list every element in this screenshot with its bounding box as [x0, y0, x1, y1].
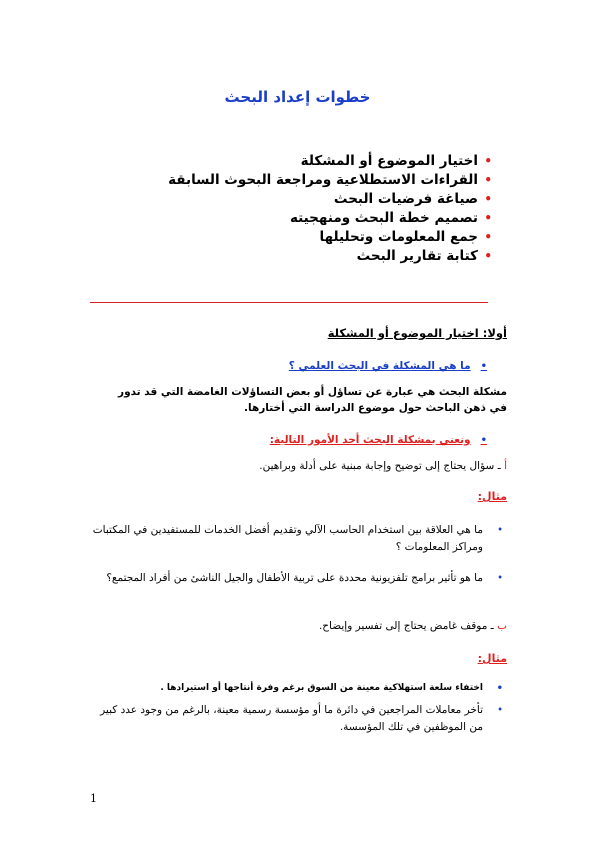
- step-item: • القراءات الاستطلاعية ومراجعة البحوث الس…: [168, 171, 492, 190]
- example-text: تأخر معاملات المراجعين في دائرة ما أو مؤ…: [100, 704, 483, 733]
- point-b-marker: ب: [497, 620, 507, 632]
- question-problem-definition: • ما هي المشكلة في البحث العلمي ؟: [289, 360, 487, 372]
- step-item: • جمع المعلومات وتحليلها: [172, 228, 492, 247]
- page-number: 1: [90, 792, 97, 805]
- bullet-icon: •: [497, 525, 503, 536]
- section-heading: أولا: اختيار الموضوع أو المشكلة: [327, 326, 507, 340]
- example-text: ما هو تأثير برامج تلفزيونية محددة على تر…: [106, 572, 483, 584]
- bullet-icon: •: [497, 573, 503, 584]
- example-item: • ما هي العلاقة بين استخدام الحاسب الآلي …: [87, 522, 507, 556]
- bullet-icon: •: [497, 705, 503, 716]
- bullet-icon: •: [484, 154, 492, 168]
- example-label: مثال:: [477, 490, 507, 503]
- example-label: مثال:: [477, 652, 507, 665]
- bullet-icon: •: [480, 435, 487, 446]
- example-item: • ما هو تأثير برامج تلفزيونية محددة على ت…: [87, 570, 507, 587]
- question-text: ما هي المشكلة في البحث العلمي ؟: [288, 360, 471, 372]
- point-a-marker: أ: [504, 460, 507, 472]
- example-item: • تأخر معاملات المراجعين في دائرة ما أو م…: [87, 702, 507, 736]
- point-a-text: ـ سؤال يحتاج إلى توضيح وإجابة مبنية على …: [259, 460, 505, 472]
- example-item: • اختفاء سلعة استهلاكية معينة من السوق بر…: [87, 680, 507, 697]
- step-label: جمع المعلومات وتحليلها: [319, 229, 478, 245]
- step-label: كتابة تقارير البحث: [356, 248, 478, 264]
- example-text: ما هي العلاقة بين استخدام الحاسب الآلي و…: [92, 524, 483, 553]
- bullet-icon: •: [484, 249, 492, 263]
- step-label: صياغة فرضيات البحث: [333, 191, 478, 207]
- bullet-icon: •: [484, 230, 492, 244]
- question-problem-types: • ونعني بمشكلة البحث أحد الأمور التالية:: [270, 434, 487, 446]
- bullet-icon: •: [496, 683, 503, 694]
- point-b: ب ـ موقف غامض يحتاج إلى تفسير وإيضاح.: [319, 620, 507, 632]
- step-label: اختيار الموضوع أو المشكلة: [300, 153, 478, 169]
- step-item: • صياغة فرضيات البحث: [172, 190, 492, 209]
- step-item: • تصميم خطة البحث ومنهجيته: [172, 209, 492, 228]
- example-text: اختفاء سلعة استهلاكية معينة من السوق برغ…: [160, 683, 483, 693]
- page-title: خطوات إعداد البحث: [224, 88, 371, 106]
- definition-paragraph: مشكلة البحث هي عبارة عن تساؤل أو بعض الت…: [118, 386, 507, 414]
- bullet-icon: •: [484, 211, 492, 225]
- bullet-icon: •: [484, 173, 492, 187]
- bullet-icon: •: [484, 192, 492, 206]
- steps-list: • اختيار الموضوع أو المشكلة • القراءات الا…: [168, 152, 492, 266]
- section-divider: [90, 302, 488, 303]
- question-text: ونعني بمشكلة البحث أحد الأمور التالية:: [269, 434, 471, 446]
- step-label: تصميم خطة البحث ومنهجيته: [289, 210, 478, 226]
- step-label: القراءات الاستطلاعية ومراجعة البحوث السا…: [168, 172, 478, 188]
- point-b-text: ـ موقف غامض يحتاج إلى تفسير وإيضاح.: [318, 620, 498, 632]
- step-item: • كتابة تقارير البحث: [172, 247, 492, 266]
- point-a: أ ـ سؤال يحتاج إلى توضيح وإجابة مبنية عل…: [259, 460, 507, 472]
- step-item: • اختيار الموضوع أو المشكلة: [172, 152, 492, 171]
- bullet-icon: •: [480, 361, 487, 372]
